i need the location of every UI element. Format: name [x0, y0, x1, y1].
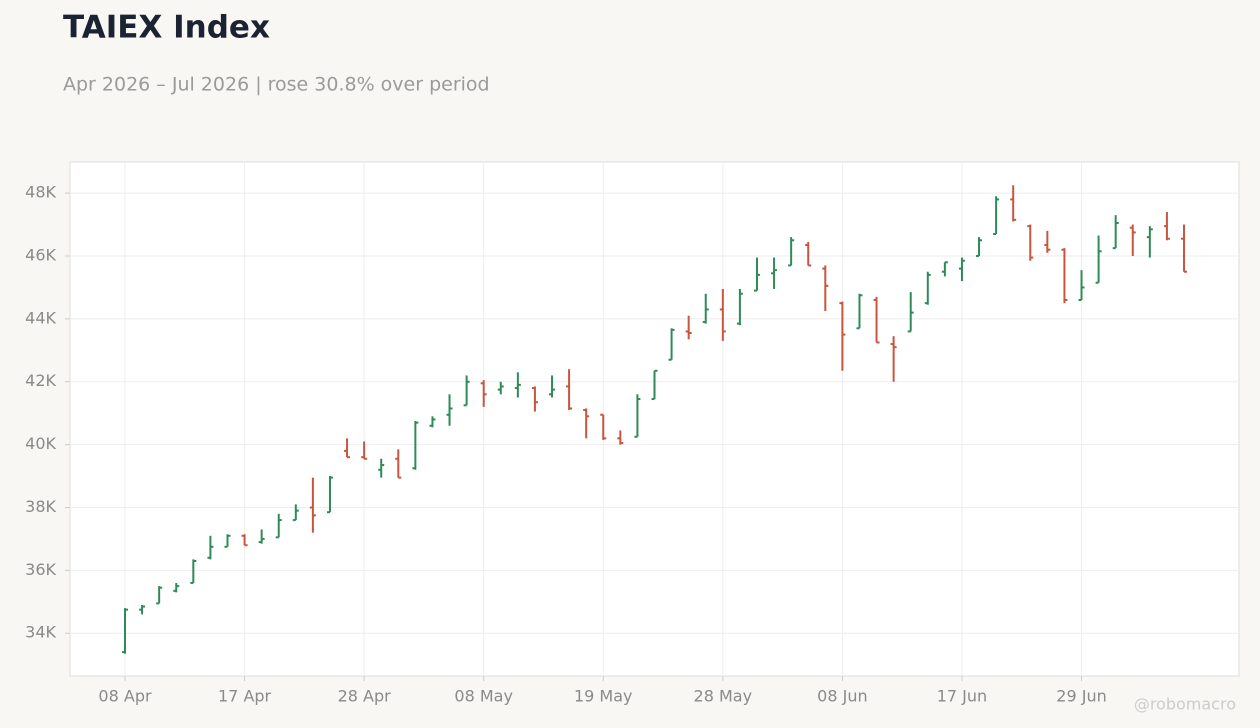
- ohlc-bar: [890, 336, 897, 382]
- ohlc-bar: [121, 608, 128, 654]
- y-tick-label: 36K: [25, 560, 56, 579]
- ohlc-bar: [753, 257, 760, 292]
- ohlc-bar: [326, 476, 333, 514]
- ohlc-bar: [1044, 230, 1051, 253]
- watermark: @robomacro: [1134, 695, 1236, 714]
- ohlc-bar: [924, 271, 931, 305]
- ohlc-bar: [600, 413, 607, 440]
- ohlc-bar: [771, 257, 778, 290]
- ohlc-bar: [429, 416, 436, 428]
- ohlc-bar: [1027, 224, 1034, 261]
- x-tick-label: 19 May: [574, 687, 633, 706]
- x-tick-label: 08 May: [454, 687, 513, 706]
- ohlc-bar: [378, 458, 385, 478]
- plot-area: [69, 161, 1240, 677]
- ohlc-bar: [463, 375, 470, 407]
- bars: [121, 185, 1188, 654]
- chart-title: TAIEX Index: [63, 10, 270, 46]
- ohlc-bar: [736, 289, 743, 326]
- y-tick-label: 46K: [25, 245, 56, 264]
- ohlc-bar: [1095, 235, 1102, 284]
- ohlc-bar: [1112, 215, 1119, 250]
- x-tick-label: 28 Apr: [338, 687, 392, 706]
- ohlc-bar: [480, 380, 487, 407]
- ohlc-bar: [1010, 185, 1017, 222]
- y-tick-label: 34K: [25, 623, 56, 642]
- x-tick-label: 29 Jun: [1056, 687, 1106, 706]
- ohlc-bar: [634, 394, 641, 438]
- ohlc-bar: [1181, 224, 1188, 273]
- ohlc-bar: [1146, 226, 1153, 258]
- x-tick-label: 08 Apr: [98, 687, 152, 706]
- ohlc-bar: [309, 477, 316, 533]
- ohlc-bar: [1129, 224, 1136, 256]
- ohlc-bar: [566, 369, 573, 411]
- ohlc-bar: [958, 257, 965, 282]
- ohlc-bar: [497, 381, 504, 395]
- ohlc-bar: [1078, 270, 1085, 302]
- ohlc-bar: [514, 372, 521, 398]
- ohlc-bar: [822, 265, 829, 312]
- ohlc-bar: [907, 292, 914, 333]
- ohlc-bar: [873, 296, 880, 344]
- x-tick-label: 17 Apr: [218, 687, 272, 706]
- ohlc-bar: [258, 529, 265, 544]
- ohlc-bar: [668, 328, 675, 361]
- ohlc-bar: [976, 237, 983, 257]
- ohlc-bar: [993, 196, 1000, 235]
- ohlc-bar: [651, 369, 658, 401]
- ohlc-bar: [531, 386, 538, 412]
- ohlc-bar: [344, 438, 351, 459]
- x-tick-label: 08 Jun: [817, 687, 867, 706]
- ohlc-bar: [446, 394, 453, 426]
- ohlc-bar: [856, 293, 863, 330]
- ohlc-bar: [839, 301, 846, 371]
- ohlc-bar: [685, 315, 692, 340]
- ohlc-bar: [617, 430, 624, 445]
- ohlc-bar: [805, 241, 812, 267]
- ohlc-bar: [719, 289, 726, 341]
- ohlc-bar: [549, 375, 556, 398]
- ohlc-bar: [224, 534, 231, 548]
- ohlc-bar: [788, 237, 795, 267]
- ohlc-bar: [139, 604, 146, 615]
- chart-subtitle: Apr 2026 – Jul 2026 | rose 30.8% over pe…: [63, 74, 490, 96]
- ohlc-bar: [292, 504, 299, 522]
- ohlc-bar: [941, 261, 948, 277]
- ohlc-bar: [241, 534, 248, 547]
- y-tick-label: 42K: [25, 371, 56, 390]
- y-tick-label: 44K: [25, 308, 56, 327]
- ohlc-bar: [156, 586, 163, 605]
- y-tick-label: 38K: [25, 497, 56, 516]
- ohlc-bar: [1163, 211, 1170, 241]
- x-tick-label: 17 Jun: [937, 687, 987, 706]
- ohlc-bar: [702, 293, 709, 324]
- ohlc-bar: [395, 449, 402, 479]
- ohlc-bar: [1061, 248, 1068, 304]
- ohlc-bar: [207, 535, 214, 560]
- y-tick-label: 48K: [25, 183, 56, 202]
- ohlc-bar: [190, 559, 197, 584]
- ohlc-bar: [412, 421, 419, 470]
- ohlc-bar: [173, 582, 180, 593]
- ohlc-bar: [361, 441, 368, 460]
- x-tick-label: 28 May: [694, 687, 753, 706]
- ohlc-bar: [275, 513, 282, 539]
- y-tick-label: 40K: [25, 434, 56, 453]
- ohlc-bar: [583, 408, 590, 439]
